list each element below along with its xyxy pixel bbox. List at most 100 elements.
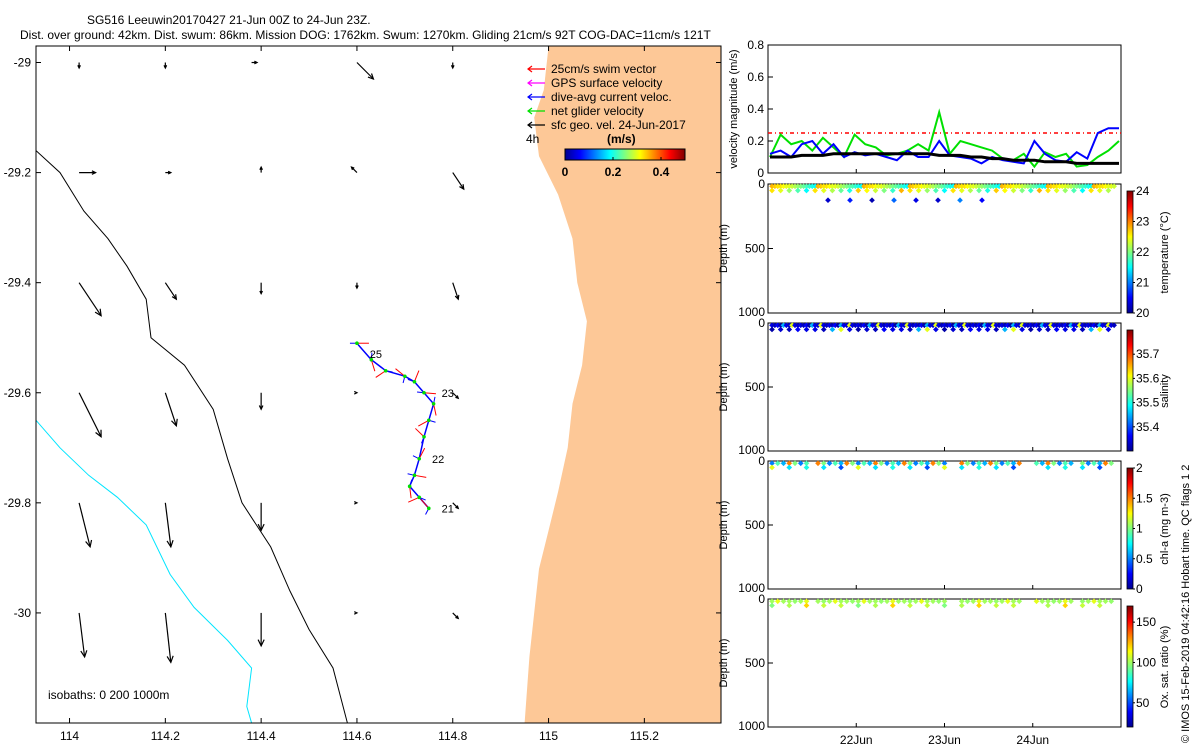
legend-label: dive-avg current veloc. <box>551 90 672 104</box>
profile-point <box>1099 322 1106 329</box>
profile-point <box>820 326 827 333</box>
profile-point <box>795 183 801 190</box>
map-colorbar-tick-label: 0.2 <box>605 165 622 179</box>
profile-point <box>1076 322 1083 329</box>
profile-point <box>1076 183 1083 190</box>
profile-point <box>958 460 965 467</box>
profile-point <box>812 187 818 194</box>
profile-point <box>993 464 1000 471</box>
profile-point <box>1085 322 1092 329</box>
profile-point <box>895 460 902 467</box>
profile-point <box>1050 183 1057 190</box>
swim-vector <box>409 486 412 499</box>
profile-point <box>820 602 827 609</box>
profile-point <box>769 464 775 471</box>
profile-point <box>864 322 870 329</box>
profile-point <box>956 183 962 190</box>
profile-point <box>930 183 936 190</box>
profile-point <box>947 322 954 329</box>
profile-point <box>1045 602 1051 609</box>
profile-point <box>938 322 945 329</box>
profile-point <box>999 183 1005 190</box>
profile-point <box>832 183 839 190</box>
map-colorbar <box>564 148 686 161</box>
profile-point <box>769 322 775 329</box>
profile-point <box>786 183 793 190</box>
profile-point <box>1048 183 1054 190</box>
profile-point <box>881 187 887 194</box>
profile-point <box>878 598 885 605</box>
profile-point <box>987 322 994 329</box>
colorbar-tick-label: 21 <box>1136 276 1150 290</box>
profile-point <box>1068 322 1074 329</box>
salinity-colorbar-label: salinity <box>1159 374 1171 408</box>
profile-point <box>1010 460 1017 467</box>
profile-point <box>872 598 879 605</box>
profile-point <box>1022 183 1028 190</box>
profile-point <box>958 598 965 605</box>
profile-point <box>835 183 841 190</box>
profile-point <box>866 322 873 329</box>
profile-point <box>907 598 913 605</box>
geo-vector <box>353 390 359 395</box>
profile-point <box>1039 322 1046 329</box>
profile-point <box>1096 322 1103 329</box>
depth-tick-label: 1000 <box>738 443 765 457</box>
profile-point <box>1053 322 1060 329</box>
profile-point <box>774 598 781 605</box>
profile-point <box>806 322 813 329</box>
profile-point <box>910 322 916 329</box>
profile-point <box>1111 183 1117 190</box>
profile-point <box>935 197 941 204</box>
profile-point <box>904 183 910 190</box>
profile-point <box>964 183 971 190</box>
profile-point <box>1042 183 1048 190</box>
profile-point <box>993 187 1000 194</box>
net-glider-point <box>431 401 436 406</box>
profile-point <box>1030 183 1037 190</box>
profile-point <box>933 322 939 329</box>
colorbar-tick-label: 23 <box>1136 215 1150 229</box>
profile-point <box>1108 460 1115 467</box>
geo-vector <box>165 170 173 175</box>
profile-point <box>861 183 867 190</box>
profile-point <box>915 326 922 333</box>
geo-vector <box>78 392 102 438</box>
profile-point <box>1096 183 1103 190</box>
profile-point <box>1010 183 1017 190</box>
header: SG516 Leeuwin20170427 21-Jun 00Z to 24-J… <box>0 0 760 44</box>
profile-point <box>895 598 902 605</box>
profile-point <box>1027 183 1034 190</box>
profile-point <box>838 598 844 605</box>
profile-point <box>910 183 916 190</box>
profile-point <box>1050 322 1057 329</box>
profile-point <box>953 322 959 329</box>
profile-point <box>872 322 879 329</box>
chlorophyll-colorbar-label: chl-a (mg m-3) <box>1159 493 1171 565</box>
profile-point <box>990 183 997 190</box>
profile-point <box>1105 183 1112 190</box>
profile-point <box>935 183 942 190</box>
profile-point <box>912 460 919 467</box>
profile-point <box>803 187 810 194</box>
profile-point <box>772 183 778 190</box>
profile-point <box>843 460 850 467</box>
swim-vector <box>408 496 420 503</box>
profile-point <box>1079 326 1086 333</box>
profile-point <box>1068 183 1074 190</box>
profile-point <box>823 322 830 329</box>
profile-point <box>829 187 836 194</box>
profile-point <box>941 602 948 609</box>
profile-point <box>1053 187 1060 194</box>
profile-point <box>838 322 844 329</box>
profile-point <box>1096 326 1103 333</box>
profile-point <box>780 598 787 605</box>
colorbar-tick-label: 35.7 <box>1136 347 1160 361</box>
profile-point <box>1039 460 1046 467</box>
profile-point <box>878 322 885 329</box>
profile-point <box>769 326 775 333</box>
map-y-axis: -29 -29.2 -29.4 -29.6 -29.8 -30 <box>4 56 721 620</box>
profile-point <box>1068 598 1074 605</box>
side-note: © IMOS 15-Feb-2019 04:42:16 Hobart time.… <box>1180 465 1192 743</box>
